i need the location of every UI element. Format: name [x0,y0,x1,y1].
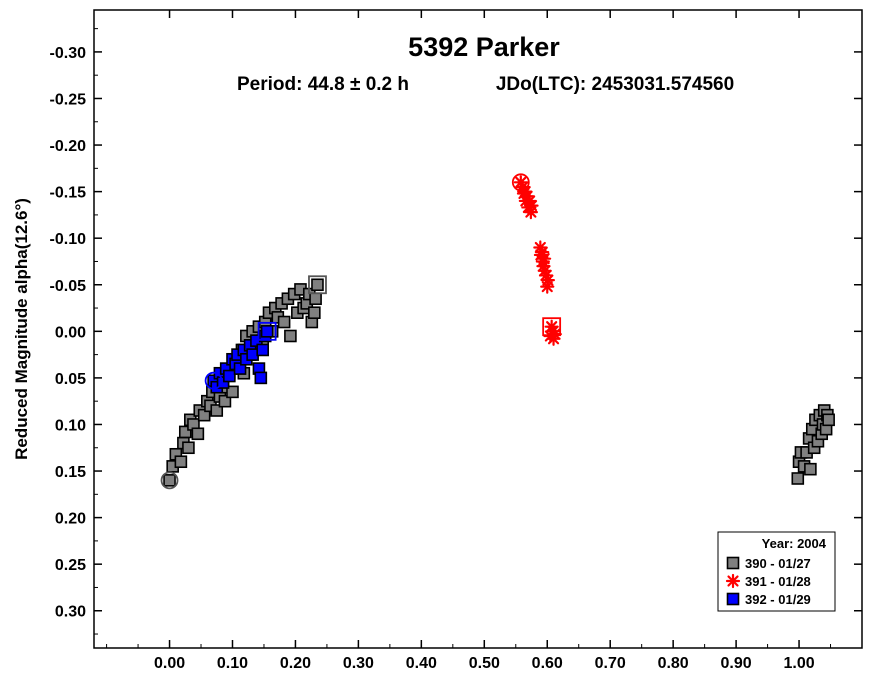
x-tick-label: 0.50 [469,655,500,672]
data-point [540,273,555,288]
data-point [804,462,817,476]
legend-label: 392 - 01/29 [745,592,811,607]
y-tick-label: -0.20 [50,138,87,155]
data-point [218,394,232,408]
data-point [182,441,195,455]
y-tick-label: 0.25 [55,557,86,574]
y-tick-label: 0.20 [55,511,86,528]
data-point [277,315,291,329]
y-tick-label: 0.10 [55,417,86,434]
y-tick-label: 0.00 [55,324,86,341]
legend-label: 391 - 01/28 [745,574,811,589]
y-axis: -0.30 -0.25 -0.20 -0.15 -0.10 -0.05 0.00 0.05 0.… [50,28,862,635]
chart-title: 5392 Parker [408,32,560,62]
data-point [163,474,176,487]
x-tick-label: 0.10 [217,655,248,672]
data-point [256,343,270,357]
y-tick-label: 0.30 [55,604,86,621]
y-tick-label: -0.25 [50,91,87,108]
data-point [178,425,192,439]
x-tick-label: 1.00 [783,655,814,672]
legend-label: 390 - 01/27 [745,556,811,571]
data-point [210,404,224,417]
data-points [160,173,835,490]
x-tick-label: 0.80 [658,655,689,672]
x-tick-label: 0.30 [343,655,374,672]
data-point [547,327,562,342]
legend-marker [726,592,740,606]
series-end-marker [308,275,327,295]
legend-title: Year: 2004 [762,536,827,551]
series-start-marker [160,471,179,490]
y-tick-label: 0.05 [55,371,86,388]
x-axis: 0.00 0.10 0.20 0.30 0.40 0.50 0.60 0.70 0.80 0.90… [106,10,832,672]
x-tick-label: 0.20 [280,655,311,672]
data-point [226,385,239,399]
data-point [191,427,205,441]
series-3 [204,321,277,394]
data-point [223,369,236,383]
data-point [174,455,188,469]
data-point [524,198,539,213]
x-tick-label: 0.90 [721,655,752,672]
data-point [311,278,324,292]
y-tick-label: -0.30 [50,45,87,62]
data-point [791,472,805,485]
y-tick-label: -0.10 [50,231,87,248]
series-start-marker [204,371,223,390]
epoch-label: JDo(LTC): 2453031.574560 [496,74,734,95]
y-tick-label: 0.15 [55,464,86,481]
y-tick-label: -0.15 [50,185,87,202]
data-point [260,325,274,338]
legend-marker [725,573,741,589]
legend: Year: 2004 390 - 01/27 391 - 01/28 392 - 0… [717,531,836,612]
x-tick-label: 0.70 [595,655,626,672]
y-axis-label: Reduced Magnitude alpha(12.6°) [12,198,31,460]
period-label: Period: 44.8 ± 0.2 h [237,74,409,95]
data-point [284,329,297,343]
data-point [822,413,835,427]
data-point [536,251,552,266]
series-start-marker [511,173,530,192]
data-point [308,306,321,320]
series-2 [511,173,562,346]
series-end-marker [542,317,562,337]
y-tick-label: -0.05 [50,278,87,295]
legend-marker [726,556,740,570]
series-end-marker [257,321,277,341]
x-tick-label: 0.40 [406,655,437,672]
data-point [309,292,322,306]
x-tick-label: 0.00 [154,655,185,672]
x-tick-label: 0.60 [532,655,563,672]
data-point [254,371,268,385]
